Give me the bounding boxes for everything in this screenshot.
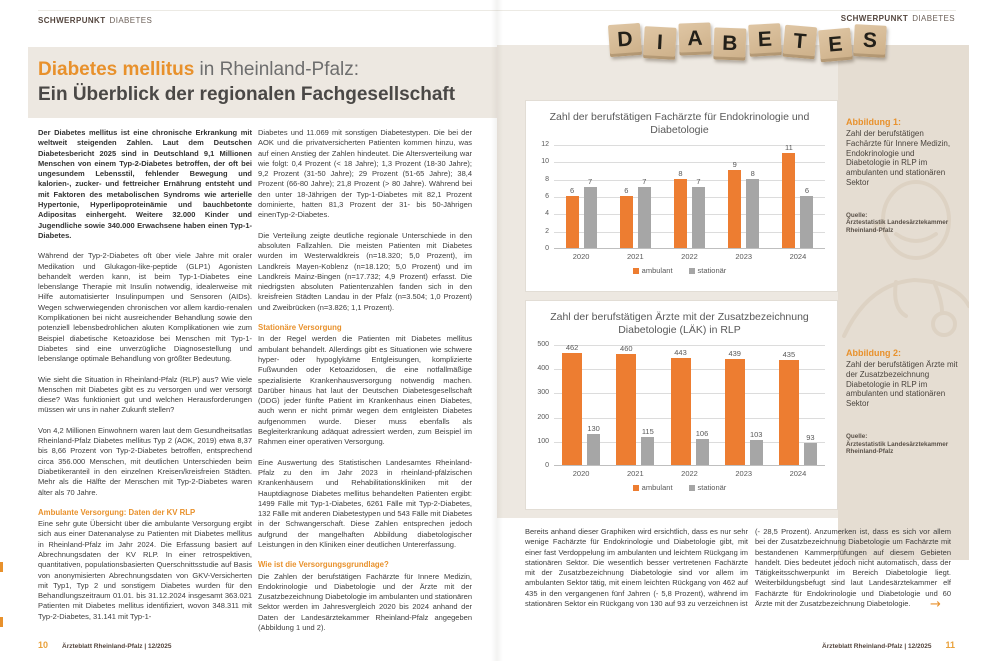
chart-fachaerzte-endokrinologie: Zahl der berufstätigen Fachärzte für End… <box>525 100 838 292</box>
footer-left: 10 Ärzteblatt Rheinland-Pfalz | 12/2025 <box>38 640 171 650</box>
letter-tile: D <box>607 22 643 58</box>
paragraph: Die Zahlen der berufstätigen Fachärzte f… <box>258 571 472 633</box>
paragraph: Während der Typ-2-Diabetes oft über viel… <box>38 251 252 364</box>
x-axis: 2020 2021 2022 2023 2024 <box>572 469 807 478</box>
text-column-1: Der Diabetes mellitus ist eine chronisch… <box>38 128 252 632</box>
paragraph: Diabetes und 11.069 mit sonstigen Diabet… <box>258 128 472 220</box>
section-header-rest: DIABETES <box>109 16 153 25</box>
diabetes-letter-tiles: D I A B E T E S <box>607 22 887 63</box>
edge-mark <box>0 617 3 627</box>
letter-tile: E <box>748 23 782 57</box>
figure2-source: Quelle: Ärztestatistik Landesärztekammer… <box>846 433 961 456</box>
paragraph: Eine sehr gute Übersicht über die ambula… <box>38 519 252 621</box>
section-header-left: SCHWERPUNKT DIABETES <box>38 16 152 25</box>
letter-tile: S <box>853 24 887 58</box>
letter-tile: B <box>713 27 747 61</box>
article-title-line2: Ein Überblick der regionalen Fachgesells… <box>38 84 456 105</box>
section-header-rest: DIABETES <box>912 14 955 23</box>
left-page: SCHWERPUNKT DIABETES Diabetes mellitus in… <box>0 0 497 661</box>
figure2-label: Abbildung 2: <box>846 348 901 358</box>
section-header-strong: SCHWERPUNKT <box>840 14 909 23</box>
chart-title: Zahl der berufstätigen Ärzte mit der Zus… <box>550 311 809 336</box>
subheading-stationaere-versorgung: Stationäre Versorgung <box>258 323 342 333</box>
bottom-text-column-1: Bereits anhand dieser Graphiken wird ers… <box>525 527 748 609</box>
text-column-2: Diabetes und 11.069 mit sonstigen Diabet… <box>258 128 472 643</box>
subheading-ambulante-versorgung: Ambulante Versorgung: Daten der KV RLP <box>38 507 196 517</box>
figure2-caption-block: Abbildung 2: Zahl der berufstätigen Ärzt… <box>846 348 961 456</box>
edge-mark <box>0 562 3 572</box>
x-axis: 2020 2021 2022 2023 2024 <box>572 252 807 261</box>
paragraph: In der Regel werden die Patienten mit Di… <box>258 334 472 447</box>
article-title-rest: in Rheinland-Pfalz: <box>194 59 360 80</box>
letter-tile: E <box>818 27 853 63</box>
footer-right: Ärzteblatt Rheinland-Pfalz | 12/2025 11 <box>822 640 955 650</box>
top-rule <box>38 10 956 11</box>
source-text: Ärztestatistik Landesärztekammer Rheinla… <box>846 440 949 456</box>
continue-arrow-icon: → <box>930 597 941 612</box>
page-number: 10 <box>38 640 49 650</box>
paragraph: Von 4,2 Millionen Einwohnern waren laut … <box>38 425 252 497</box>
journal-name: Ärzteblatt Rheinland-Pfalz | 12/2025 <box>62 643 172 650</box>
figure1-source: Quelle: Ärztestatistik Landesärztekammer… <box>846 212 961 235</box>
section-header-right: SCHWERPUNKT DIABETES <box>841 14 955 23</box>
figure1-label: Abbildung 1: <box>846 117 901 127</box>
paragraph: Die Verteilung zeigte deutliche regional… <box>258 230 472 312</box>
letter-tile: I <box>643 26 677 60</box>
chart-title: Zahl der berufstätigen Fachärzte für End… <box>549 111 810 136</box>
source-label: Quelle: <box>846 432 868 440</box>
letter-tile: T <box>782 24 818 60</box>
source-text: Ärztestatistik Landesärztekammer Rheinla… <box>846 219 949 234</box>
letter-tile: A <box>678 22 712 56</box>
chart-legend: ambulant stationär <box>534 266 825 275</box>
page-fold-shadow <box>491 0 503 661</box>
title-band: Diabetes mellitus in Rheinland-Pfalz: Ei… <box>28 47 497 118</box>
right-page: Abbildung 1: Zahl der berufstätigen Fach… <box>497 0 996 661</box>
plot-area: 462 130 460 115 443 106 439 103 435 93 <box>554 343 825 466</box>
paragraph: Der Diabetes mellitus ist eine chronisch… <box>38 128 252 240</box>
subheading-versorgungsgrundlage: Wie ist die Versorgungsgrundlage? <box>258 560 389 570</box>
chart-legend: ambulant stationär <box>534 483 825 492</box>
article-title-highlight: Diabetes mellitus <box>38 59 195 80</box>
figure1-caption: Zahl der berufstätigen Fachärzte für Inn… <box>846 129 951 187</box>
section-header-strong: SCHWERPUNKT <box>38 16 106 25</box>
doctor-illustration <box>842 180 969 338</box>
figure2-caption: Zahl der berufstätigen Ärzte mit der Zus… <box>846 360 958 409</box>
plot-area: 6 7 6 7 8 7 9 8 11 6 <box>554 143 825 249</box>
paragraph: Wie sieht die Situation in Rheinland-Pfa… <box>38 374 252 415</box>
journal-name: Ärzteblatt Rheinland-Pfalz | 12/2025 <box>822 643 932 650</box>
bottom-text-column-2: (- 28,5 Prozent). Anzumerken ist, dass e… <box>755 527 951 609</box>
figure-sidebar: Abbildung 1: Zahl der berufstätigen Fach… <box>838 45 969 560</box>
y-axis: 0 100 200 300 400 500 <box>537 341 549 469</box>
y-axis: 0 2 4 6 8 10 12 <box>541 141 549 252</box>
chart-zusatzbezeichnung-diabetologie: Zahl der berufstätigen Ärzte mit der Zus… <box>525 300 838 510</box>
page-number: 11 <box>945 640 955 650</box>
source-label: Quelle: <box>846 211 868 219</box>
article-title-line1: Diabetes mellitus in Rheinland-Pfalz: <box>38 58 497 82</box>
figure1-caption-block: Abbildung 1: Zahl der berufstätigen Fach… <box>846 117 961 235</box>
paragraph: Eine Auswertung des Statistischen Landes… <box>258 457 472 549</box>
